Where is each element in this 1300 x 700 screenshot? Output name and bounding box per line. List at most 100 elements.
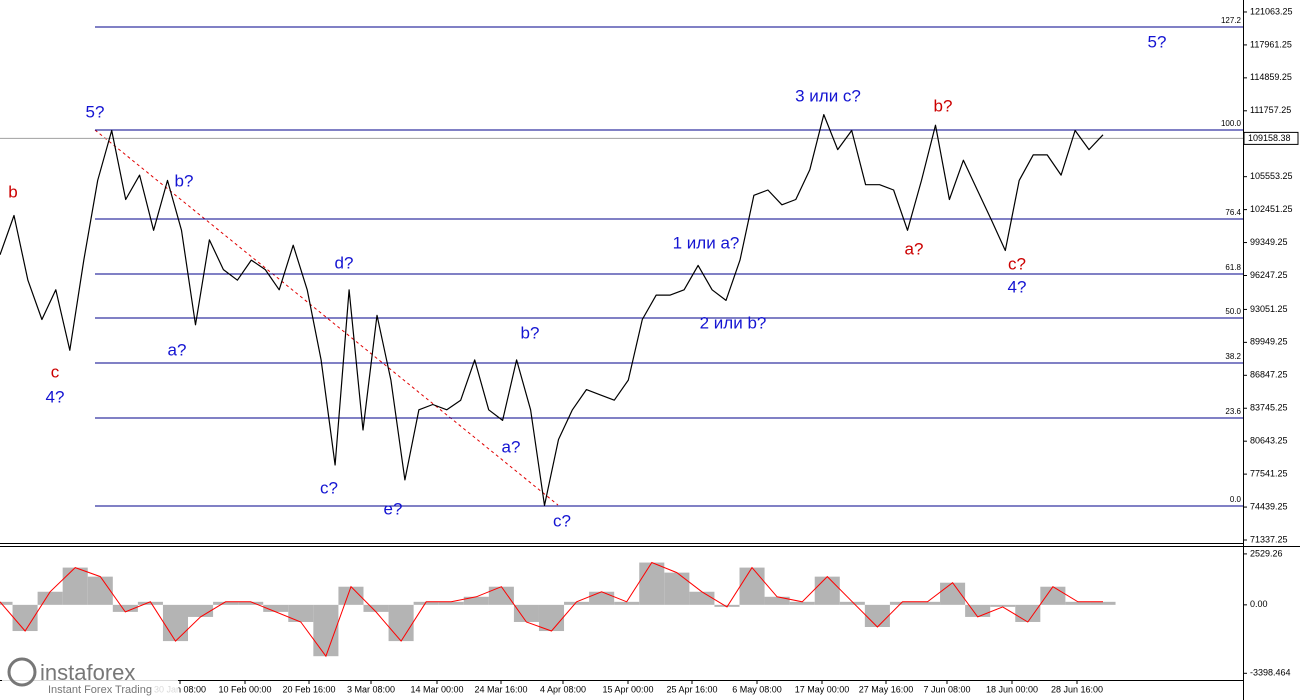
osc-bar (714, 604, 740, 607)
osc-bar (1040, 586, 1066, 605)
osc-y-tick-label: 2529.26 (1250, 548, 1283, 558)
x-tick-label: 20 Feb 16:00 (282, 684, 335, 694)
osc-bar (889, 601, 915, 605)
y-tick-label: 102451.25 (1250, 204, 1293, 214)
osc-bar (839, 601, 865, 605)
logo-tagline: Instant Forex Trading (48, 684, 152, 696)
y-tick-label: 77541.25 (1250, 468, 1288, 478)
osc-bar (338, 586, 364, 605)
osc-bar (789, 601, 815, 605)
y-tick-label: 99349.25 (1250, 237, 1288, 247)
osc-bar (263, 604, 289, 612)
osc-bar (87, 576, 113, 605)
osc-bar (288, 604, 314, 622)
fib-level-label: 50.0 (1225, 307, 1241, 316)
osc-bar (814, 576, 840, 605)
y-tick-label: 121063.25 (1250, 6, 1293, 16)
price-line (0, 114, 1104, 506)
osc-bar (463, 596, 489, 605)
x-tick-label: 4 Apr 08:00 (540, 684, 586, 694)
y-tick-label: 74439.25 (1250, 501, 1288, 511)
osc-bar (363, 604, 389, 612)
wave-label: 2 или b? (700, 313, 767, 332)
fib-level-label: 61.8 (1225, 263, 1241, 272)
osc-bar (538, 604, 565, 632)
wave-label: b (8, 182, 17, 201)
wave-label: 3 или c? (795, 86, 861, 105)
osc-bar (37, 591, 63, 605)
osc-bar (112, 604, 138, 612)
osc-bar (764, 596, 790, 605)
osc-bar (388, 604, 414, 642)
y-tick-label: 96247.25 (1250, 270, 1288, 280)
wave-label: c? (553, 511, 571, 530)
osc-bar (413, 601, 439, 605)
osc-bar (188, 604, 214, 617)
y-tick-label: 114859.25 (1250, 72, 1292, 82)
wave-label: a? (905, 239, 924, 258)
y-tick-label: 117961.25 (1250, 39, 1292, 49)
osc-bar (62, 567, 88, 605)
wave-label: d? (335, 253, 354, 272)
osc-line (0, 561, 1103, 658)
x-tick-label: 10 Feb 00:00 (218, 684, 271, 694)
last-price-box (1243, 131, 1299, 145)
wave-label: 4? (46, 387, 65, 406)
osc-bar (488, 586, 514, 605)
y-tick-label: 71337.25 (1250, 534, 1288, 544)
y-tick-label: 80643.25 (1250, 436, 1288, 446)
osc-bar (940, 582, 966, 605)
wave-label: 5? (1148, 32, 1167, 51)
x-tick-label: 25 Apr 16:00 (666, 684, 717, 694)
fib-level-label: 100.0 (1221, 119, 1242, 128)
x-tick-label: 6 May 08:00 (732, 684, 782, 694)
osc-bar (664, 572, 690, 605)
x-tick-label: 14 Mar 00:00 (410, 684, 463, 694)
wave-label: 4? (1008, 277, 1027, 296)
x-tick-label: 28 Jun 16:00 (1051, 684, 1103, 694)
osc-bar (914, 601, 941, 605)
x-tick-label: 7 Jun 08:00 (923, 684, 970, 694)
wave-label: a? (502, 437, 521, 456)
y-tick-label: 83745.25 (1250, 403, 1288, 413)
osc-y-tick-label: 0.00 (1250, 599, 1268, 609)
osc-bar (639, 562, 665, 605)
osc-bar (965, 604, 991, 617)
x-tick-label: 3 Mar 08:00 (347, 684, 395, 694)
wave-label: 5? (86, 102, 105, 121)
osc-bar (438, 601, 464, 605)
osc-bar (564, 601, 590, 605)
y-tick-label: 93051.25 (1250, 304, 1288, 314)
osc-bar (0, 601, 13, 605)
osc-bar (1090, 601, 1116, 605)
osc-y-tick-label: -3398.464 (1250, 668, 1291, 678)
osc-bar (513, 604, 539, 622)
y-tick-label: 89949.25 (1250, 337, 1288, 347)
osc-bar (589, 591, 615, 605)
osc-bar (1015, 604, 1041, 622)
wave-label: c? (320, 478, 338, 497)
osc-bar (238, 601, 264, 605)
osc-bar (990, 604, 1016, 607)
x-tick-label: 18 Jun 00:00 (986, 684, 1038, 694)
fib-level-label: 38.2 (1225, 352, 1241, 361)
wave-label: c (51, 362, 60, 381)
osc-bar (689, 591, 715, 605)
y-tick-label: 86847.25 (1250, 370, 1288, 380)
wave-label: b? (934, 96, 953, 115)
x-tick-label: 17 May 00:00 (795, 684, 850, 694)
wave-label: e? (384, 499, 403, 518)
osc-bar (313, 604, 339, 657)
wave-label: b? (521, 323, 540, 342)
fib-level-label: 76.4 (1225, 208, 1241, 217)
x-tick-label: 27 May 16:00 (859, 684, 914, 694)
osc-bar (864, 604, 890, 628)
y-tick-label: 111757.25 (1250, 105, 1291, 115)
x-tick-label: 30 Jan 08:00 (154, 684, 206, 694)
x-tick-label: 24 Mar 16:00 (474, 684, 527, 694)
last-price-label: 109158.38 (1248, 133, 1291, 143)
wave-label: b? (175, 171, 194, 190)
logo: instaforex Instant Forex Trading (2, 655, 178, 698)
logo-icon (7, 657, 37, 687)
